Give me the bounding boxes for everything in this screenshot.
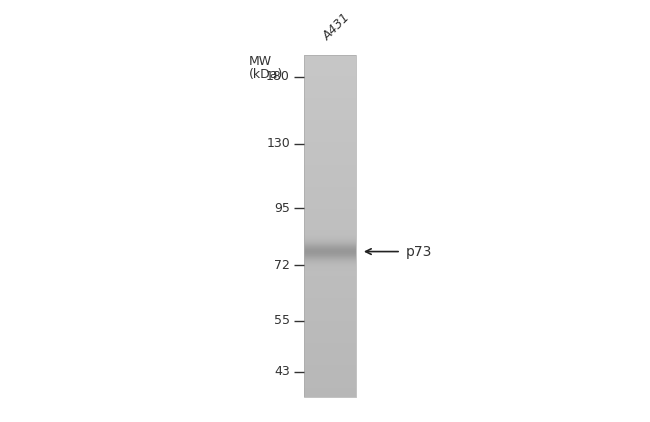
Text: 130: 130: [266, 137, 290, 150]
Text: MW: MW: [249, 55, 272, 68]
Text: 43: 43: [274, 365, 290, 378]
Text: 95: 95: [274, 202, 290, 215]
Text: p73: p73: [406, 245, 432, 259]
Text: (kDa): (kDa): [249, 68, 283, 81]
Text: 72: 72: [274, 259, 290, 272]
Text: 55: 55: [274, 314, 290, 327]
Bar: [304, 55, 356, 397]
Text: 180: 180: [266, 70, 290, 83]
Text: A431: A431: [321, 11, 353, 43]
